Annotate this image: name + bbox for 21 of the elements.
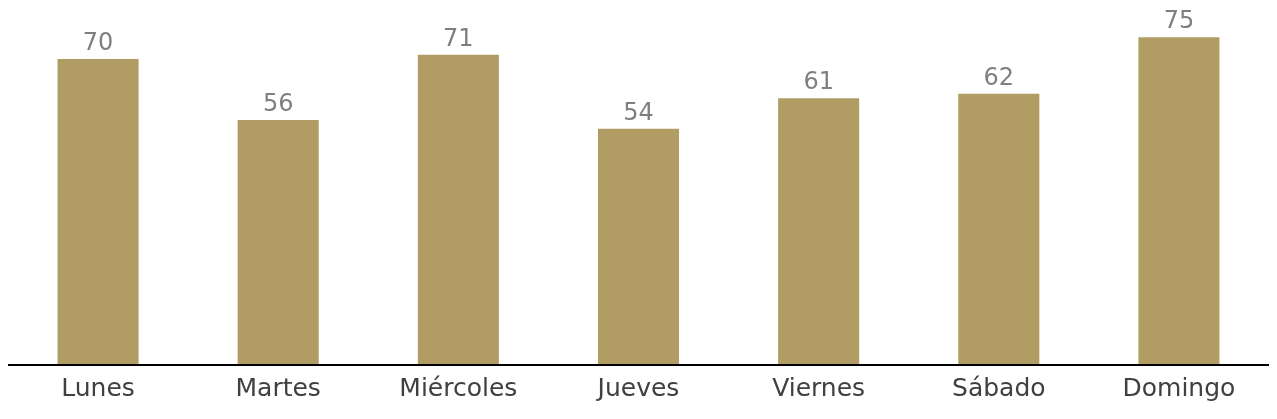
x-tick-label: Sábado bbox=[952, 372, 1046, 402]
bar bbox=[237, 119, 319, 364]
data-label: 54 bbox=[623, 97, 654, 126]
data-label: 71 bbox=[443, 23, 474, 52]
bar bbox=[958, 93, 1040, 364]
bar bbox=[778, 98, 860, 364]
bar bbox=[597, 128, 680, 364]
x-tick-label: Domingo bbox=[1122, 372, 1236, 402]
x-tick-label: Miércoles bbox=[399, 372, 518, 402]
data-label: 62 bbox=[983, 62, 1015, 91]
data-label: 70 bbox=[82, 27, 114, 56]
data-label: 75 bbox=[1163, 6, 1195, 35]
bar bbox=[417, 54, 499, 364]
bar bbox=[57, 58, 139, 364]
x-tick-label: Martes bbox=[235, 372, 321, 402]
x-tick-label: Viernes bbox=[772, 372, 866, 402]
data-label: 56 bbox=[262, 88, 294, 117]
x-tick-label: Jueves bbox=[595, 372, 680, 402]
data-label: 61 bbox=[803, 67, 834, 96]
bar bbox=[1138, 37, 1220, 364]
x-tick-label: Lunes bbox=[61, 372, 135, 402]
